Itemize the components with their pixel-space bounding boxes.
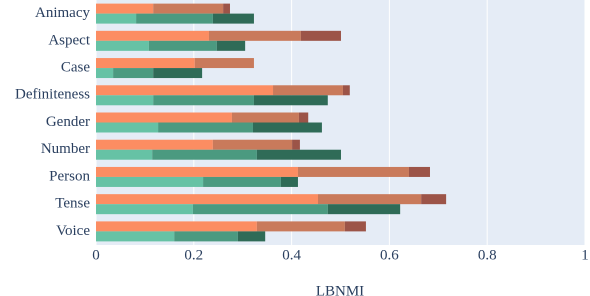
bar-segment xyxy=(96,13,137,24)
bar-segment xyxy=(252,122,322,133)
bar-segment xyxy=(96,231,175,242)
bar-segment xyxy=(300,30,341,41)
bar-segment xyxy=(174,231,238,242)
bar-segment xyxy=(212,139,293,150)
x-tick-label: 1 xyxy=(581,247,589,263)
bar-segment xyxy=(96,40,149,51)
x-tick-label: 0.2 xyxy=(184,247,203,263)
bar-segment xyxy=(96,95,154,106)
bar-segment xyxy=(96,3,154,14)
bar-segment xyxy=(208,30,301,41)
y-tick-label: Definiteness xyxy=(15,87,90,103)
bar-segment xyxy=(153,95,254,106)
bar-segment xyxy=(148,40,217,51)
bar-segment xyxy=(344,221,366,232)
bar-segment xyxy=(231,112,299,123)
bar-segment xyxy=(298,112,309,123)
bar-segment xyxy=(153,3,224,14)
y-tick-label: Person xyxy=(49,168,90,184)
y-tick-label: Aspect xyxy=(48,32,90,48)
y-tick-label: Animacy xyxy=(35,5,90,21)
bar-segment xyxy=(318,194,422,205)
bar-segment xyxy=(96,30,209,41)
bar-segment xyxy=(327,204,401,215)
bar-segment xyxy=(408,166,430,177)
x-axis-label: LBNMI xyxy=(316,283,364,296)
bar-segment xyxy=(96,204,193,215)
bar-segment xyxy=(192,204,328,215)
bar-segment xyxy=(216,40,246,51)
x-tick-label: 0.8 xyxy=(478,247,497,263)
bar-segment xyxy=(96,58,195,69)
bar-segment xyxy=(421,194,447,205)
bar-segment xyxy=(253,95,328,106)
bar-segment xyxy=(96,221,257,232)
bar-segment xyxy=(256,221,345,232)
bar-segment xyxy=(136,13,213,24)
bar-segment xyxy=(152,149,257,160)
bar-segment xyxy=(96,166,298,177)
bar-segment xyxy=(96,68,114,79)
bar-segment xyxy=(96,149,153,160)
bar-segment xyxy=(280,176,298,187)
bar-segment xyxy=(113,68,154,79)
bar-segment xyxy=(96,122,159,133)
y-tick-label: Tense xyxy=(55,196,90,212)
bar-segment xyxy=(96,176,204,187)
bar-segment xyxy=(96,85,274,96)
bar-segment xyxy=(292,139,300,150)
bar-segment xyxy=(96,139,213,150)
bar-segment xyxy=(212,13,254,24)
x-tick-label: 0.4 xyxy=(282,247,301,263)
bar-segment xyxy=(256,149,341,160)
y-tick-label: Gender xyxy=(46,114,90,130)
y-tick-label: Case xyxy=(61,59,91,75)
bar-segment xyxy=(203,176,281,187)
bar-segment xyxy=(96,112,232,123)
bar-segment xyxy=(297,166,409,177)
bar-segment xyxy=(237,231,266,242)
bar-segment xyxy=(153,68,203,79)
bar-segment xyxy=(158,122,253,133)
y-tick-label: Number xyxy=(41,141,90,157)
bar-segment xyxy=(223,3,230,14)
bar-segment xyxy=(273,85,343,96)
x-tick-label: 0 xyxy=(92,247,100,263)
y-tick-label: Voice xyxy=(56,223,90,239)
bar-segment xyxy=(96,194,319,205)
x-tick-label: 0.6 xyxy=(380,247,399,263)
bar-segment xyxy=(342,85,350,96)
bar-segment xyxy=(194,58,254,69)
